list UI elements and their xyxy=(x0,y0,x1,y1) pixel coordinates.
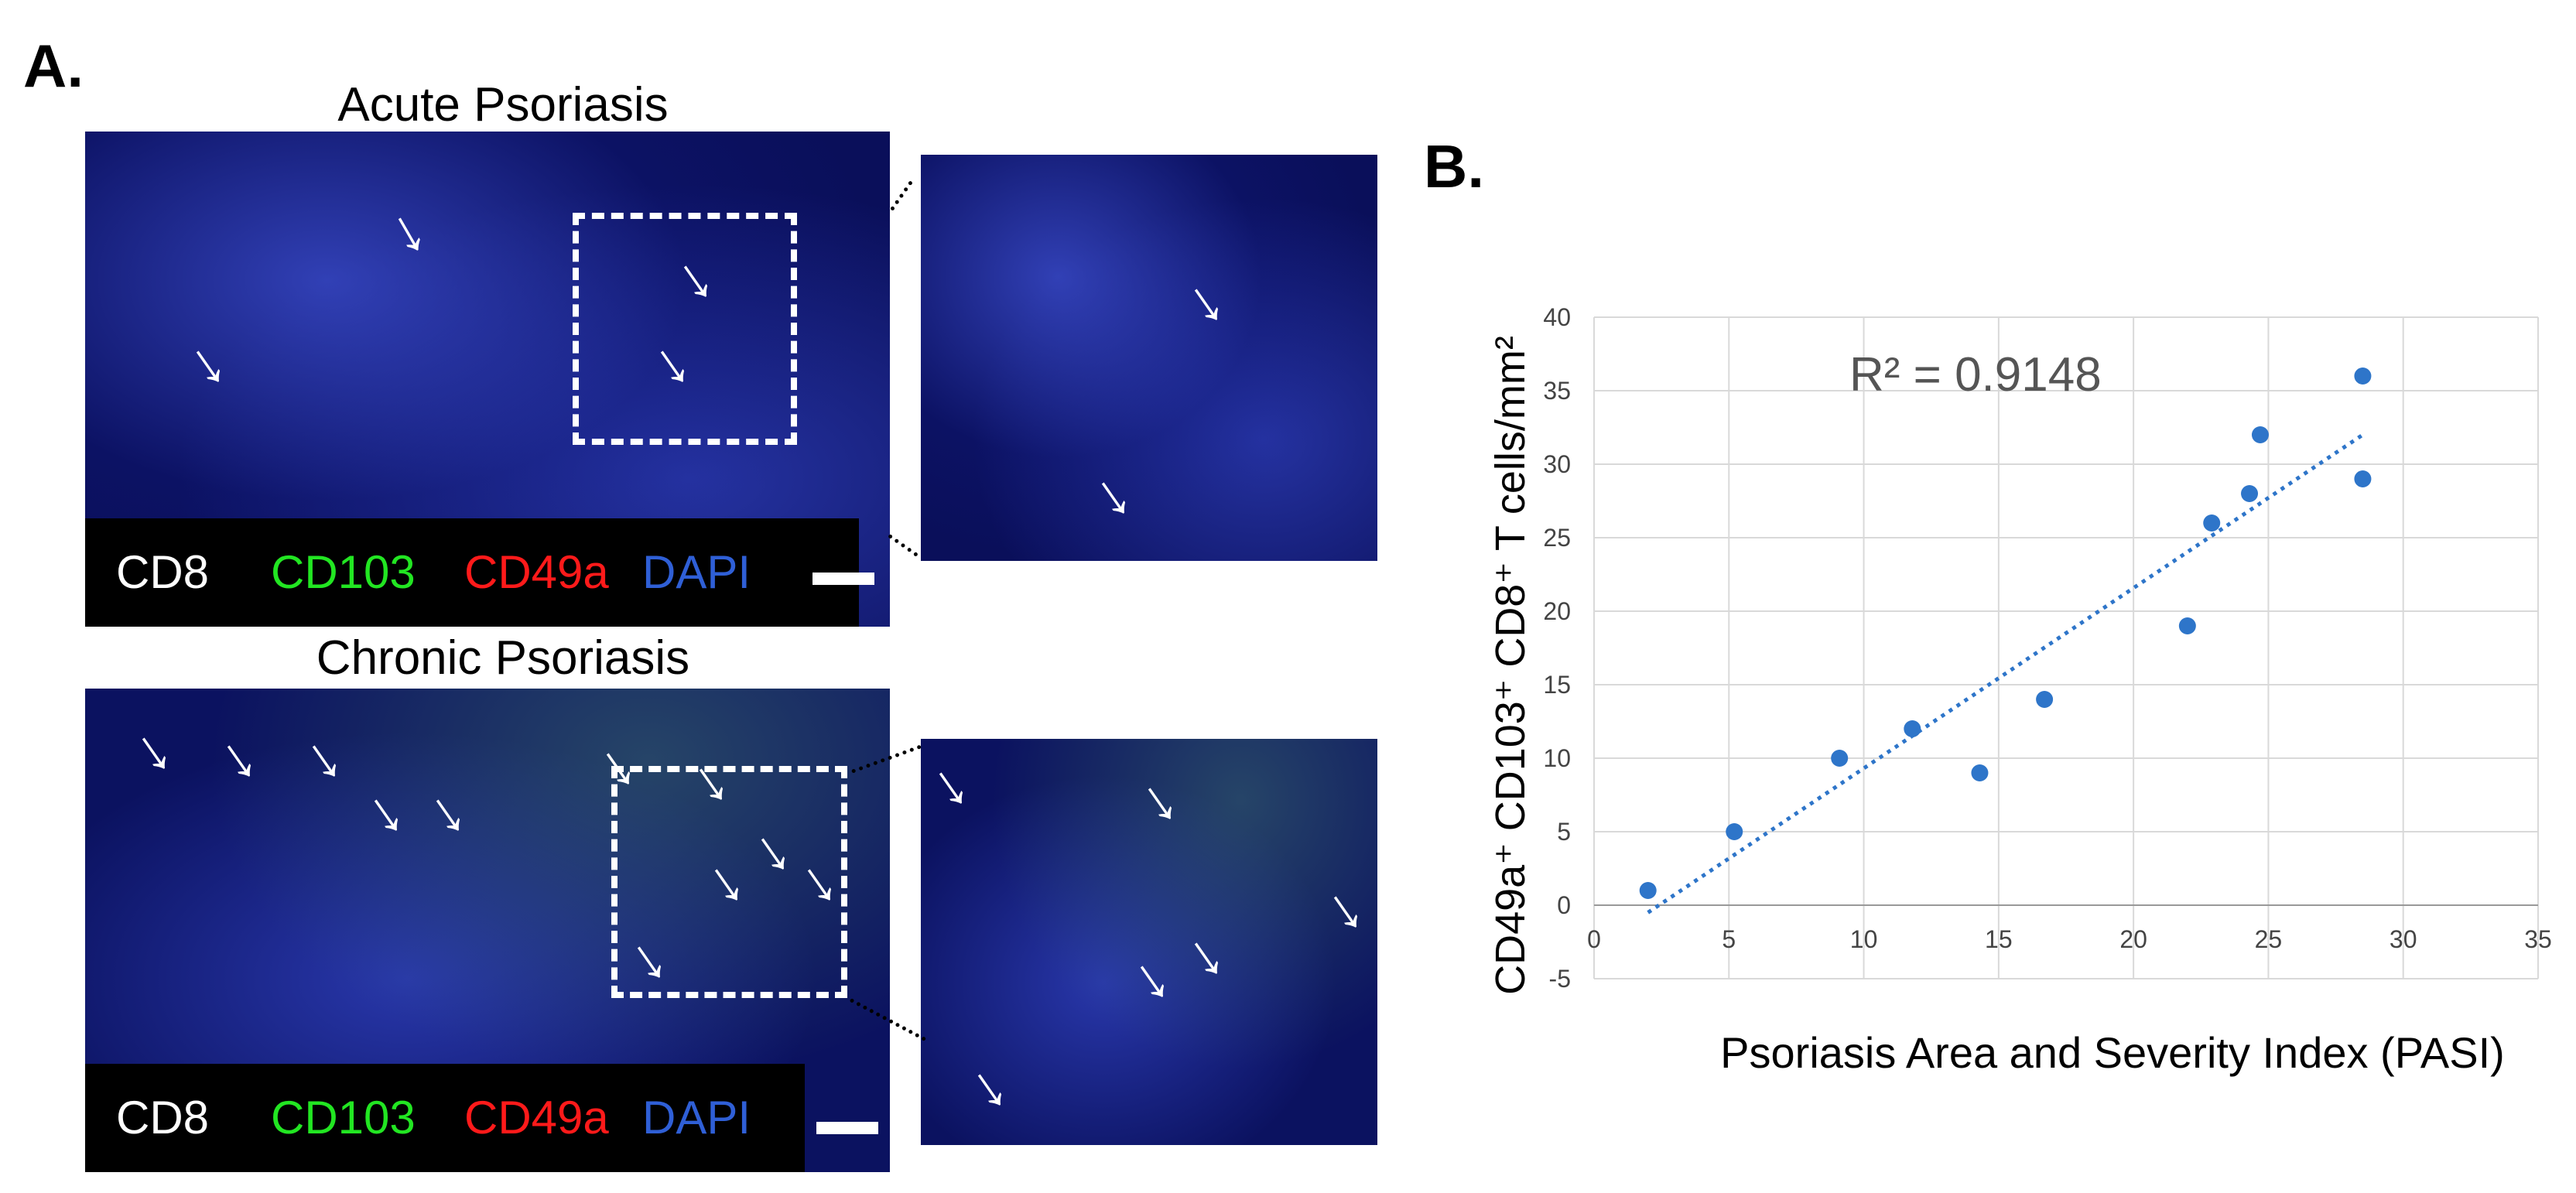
acute-psoriasis-image: → → → → CD8 CD103 CD49a DAPI xyxy=(85,132,890,627)
y-tick-label: -5 xyxy=(1549,965,1571,993)
acute-channel-legend: CD8 CD103 CD49a DAPI xyxy=(85,518,859,627)
x-tick-label: 15 xyxy=(1985,925,2013,953)
arrow-icon: → xyxy=(1076,446,1168,538)
data-point xyxy=(2251,426,2269,443)
legend-cd103: CD103 xyxy=(271,1092,416,1143)
acute-psoriasis-title: Acute Psoriasis xyxy=(337,78,669,132)
y-tick-label: 40 xyxy=(1543,303,1571,331)
legend-cd8: CD8 xyxy=(116,546,210,598)
x-tick-label: 30 xyxy=(2390,925,2417,953)
arrow-icon: → xyxy=(372,184,464,273)
x-tick-label: 25 xyxy=(2255,925,2283,953)
data-point xyxy=(1726,823,1743,840)
data-point xyxy=(2178,617,2196,634)
data-point xyxy=(2036,691,2054,708)
x-tick-label: 5 xyxy=(1722,925,1736,953)
y-tick-label: 20 xyxy=(1543,597,1571,625)
x-tick-label: 20 xyxy=(2119,925,2147,953)
arrow-icon: → xyxy=(1169,253,1261,344)
legend-cd49a: CD49a xyxy=(464,546,609,598)
legend-cd103: CD103 xyxy=(271,546,416,598)
legend-dapi: DAPI xyxy=(642,1092,751,1143)
y-tick-label: 15 xyxy=(1543,671,1571,699)
data-point xyxy=(1831,750,1849,767)
chronic-zoom-region xyxy=(611,766,847,998)
chronic-zoom-inset: → → → → → → xyxy=(921,739,1377,1145)
data-point xyxy=(1639,882,1657,899)
trendline xyxy=(1647,432,2364,914)
arrow-icon: → xyxy=(1123,752,1215,843)
legend-cd8: CD8 xyxy=(116,1092,210,1143)
arrow-icon: → xyxy=(202,709,294,801)
y-tick-label: 0 xyxy=(1557,891,1571,919)
y-tick-label: 5 xyxy=(1557,818,1571,846)
arrow-icon: → xyxy=(921,739,1006,828)
arrow-icon: → xyxy=(287,709,379,801)
r-squared-annotation: R² = 0.9148 xyxy=(1849,348,2102,402)
x-axis-label: Psoriasis Area and Severity Index (PASI) xyxy=(1720,1028,2505,1077)
data-point xyxy=(1904,720,1921,737)
arrow-icon: → xyxy=(117,702,209,793)
pasi-scatter-chart: -5 0 5 10 15 20 25 30 35 40 0 5 10 15 20 25 30 35 R² = 0.… xyxy=(1487,303,2552,1077)
acute-connector-bottom xyxy=(888,534,919,557)
chronic-channel-legend: CD8 CD103 CD49a DAPI xyxy=(85,1064,805,1172)
arrow-icon: → xyxy=(171,315,263,406)
chronic-psoriasis-title: Chronic Psoriasis xyxy=(316,631,690,685)
x-tick-label: 10 xyxy=(1850,925,1878,953)
legend-cd49a: CD49a xyxy=(464,1092,609,1143)
data-point xyxy=(2354,470,2372,487)
panel-a-label: A. xyxy=(23,32,84,100)
arrow-icon: → xyxy=(411,764,503,855)
y-tick-label: 10 xyxy=(1543,744,1571,772)
acute-zoom-inset: → → xyxy=(921,155,1377,561)
panel-b-label: B. xyxy=(1424,132,1484,200)
acute-scale-bar xyxy=(812,573,874,585)
y-tick-label: 30 xyxy=(1543,450,1571,478)
data-point xyxy=(1971,764,1989,781)
y-axis-label: CD49a⁺ CD103⁺ CD8⁺ T cells/mm² xyxy=(1487,336,1534,995)
arrow-icon: → xyxy=(953,1038,1045,1130)
arrow-icon: → xyxy=(1309,860,1377,952)
chronic-psoriasis-image: → → → → → → → → → → → CD8 CD103 CD49a DA… xyxy=(85,689,890,1172)
legend-dapi: DAPI xyxy=(642,546,751,598)
chronic-scale-bar xyxy=(816,1122,878,1134)
x-tick-label: 0 xyxy=(1587,925,1601,953)
data-point xyxy=(2354,367,2372,385)
acute-connector-top xyxy=(890,180,913,211)
x-tick-label: 35 xyxy=(2524,925,2552,953)
data-point xyxy=(2203,514,2221,532)
y-tick-label: 35 xyxy=(1543,377,1571,405)
data-point xyxy=(2241,485,2259,502)
y-tick-label: 25 xyxy=(1543,524,1571,552)
acute-zoom-region xyxy=(573,213,797,445)
